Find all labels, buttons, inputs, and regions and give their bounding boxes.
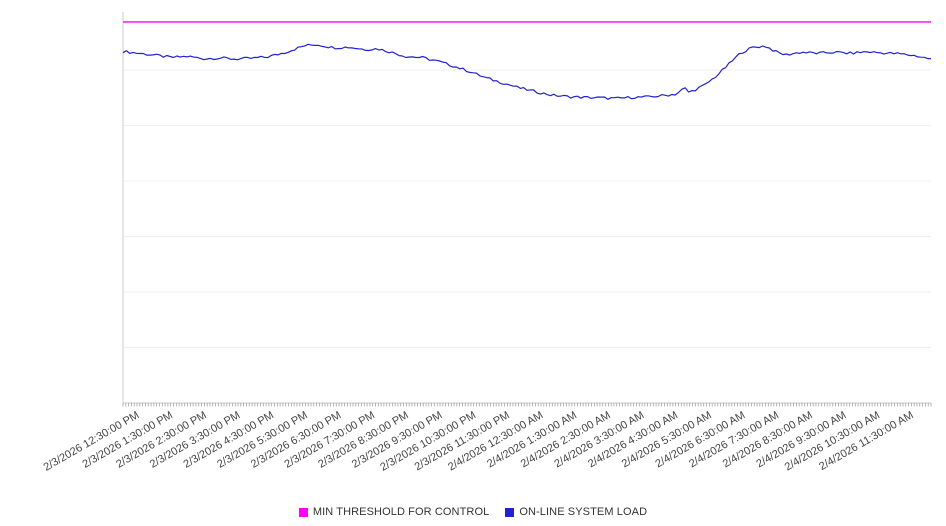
legend-label: MIN THRESHOLD FOR CONTROL [312, 506, 490, 518]
legend-swatch-icon [505, 507, 515, 517]
legend-item-min-threshold: MIN THRESHOLD FOR CONTROL [298, 506, 490, 518]
chart-legend: MIN THRESHOLD FOR CONTROL ON-LINE SYSTEM… [0, 506, 946, 518]
legend-label: ON-LINE SYSTEM LOAD [519, 506, 648, 518]
legend-swatch-icon [298, 507, 308, 517]
legend-item-system-load: ON-LINE SYSTEM LOAD [505, 506, 647, 518]
